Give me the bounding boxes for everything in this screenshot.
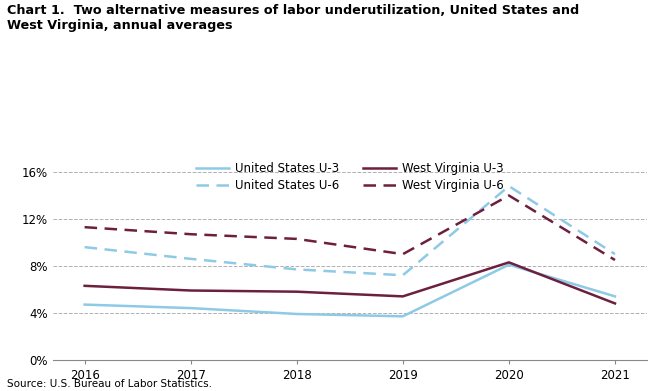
- Legend: United States U-3, United States U-6, West Virginia U-3, West Virginia U-6: United States U-3, United States U-6, We…: [196, 162, 504, 192]
- Text: Chart 1.  Two alternative measures of labor underutilization, United States and
: Chart 1. Two alternative measures of lab…: [7, 4, 579, 32]
- Text: Source: U.S. Bureau of Labor Statistics.: Source: U.S. Bureau of Labor Statistics.: [7, 379, 212, 389]
